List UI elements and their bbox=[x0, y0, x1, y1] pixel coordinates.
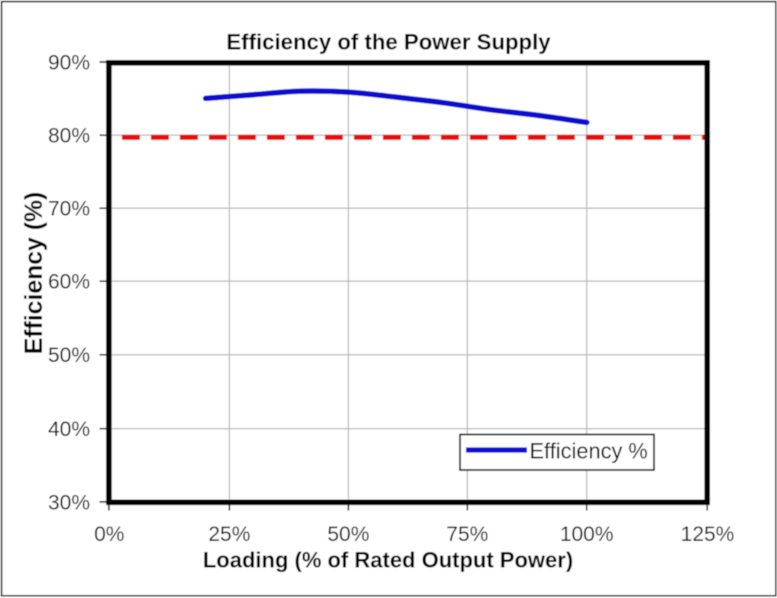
svg-text:75%: 75% bbox=[446, 523, 488, 546]
svg-text:60%: 60% bbox=[48, 271, 90, 294]
svg-text:Efficiency (%): Efficiency (%) bbox=[21, 192, 48, 355]
svg-text:Loading (% of Rated Output Pow: Loading (% of Rated Output Power) bbox=[203, 547, 573, 572]
svg-text:50%: 50% bbox=[48, 344, 90, 367]
svg-text:40%: 40% bbox=[48, 418, 90, 441]
svg-text:Efficiency %: Efficiency % bbox=[530, 439, 648, 464]
svg-text:70%: 70% bbox=[48, 198, 90, 221]
svg-text:100%: 100% bbox=[560, 523, 614, 546]
svg-text:25%: 25% bbox=[208, 523, 250, 546]
svg-text:80%: 80% bbox=[48, 125, 90, 148]
svg-text:30%: 30% bbox=[48, 491, 90, 514]
svg-text:90%: 90% bbox=[48, 51, 90, 74]
svg-text:0%: 0% bbox=[94, 523, 124, 546]
svg-text:125%: 125% bbox=[681, 523, 735, 546]
svg-text:Efficiency of the Power Supply: Efficiency of the Power Supply bbox=[226, 30, 551, 55]
svg-text:50%: 50% bbox=[327, 523, 369, 546]
